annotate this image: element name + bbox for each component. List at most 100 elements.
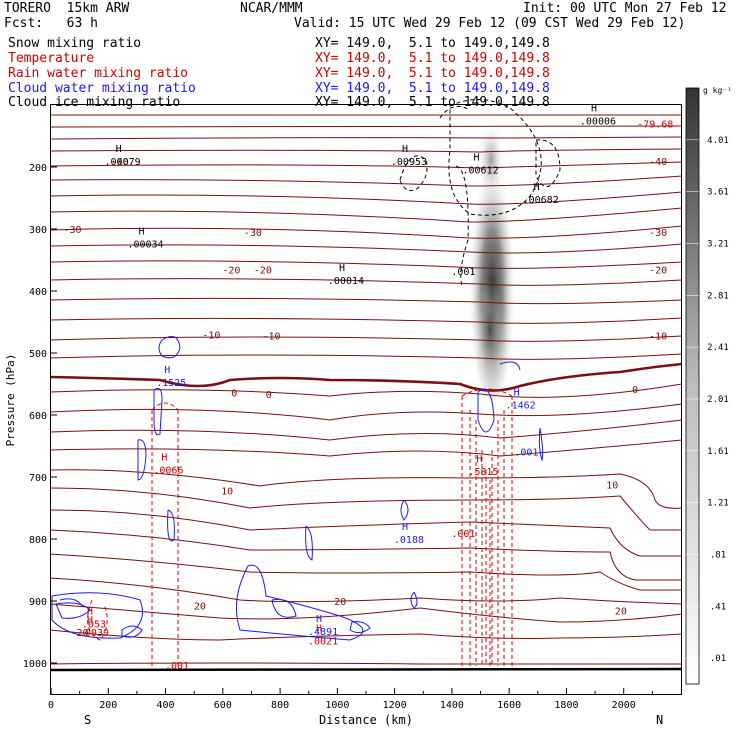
extrema-labels: H .00079 H .00953 H .00612 H .00682 H .00034 H .000… [79, 104, 673, 672]
extremum-value: .0039 [79, 628, 109, 639]
extremum-value: .0066 [153, 466, 183, 477]
isotherm-label: -30 [649, 228, 667, 239]
extremum-marker: H [87, 615, 93, 626]
isotherm-label: -30 [63, 225, 81, 236]
isotherm-label: -40 [649, 157, 667, 168]
extremum-value: .001 [451, 267, 475, 278]
freezing-level-line [49, 362, 683, 392]
isotherm-label: 20 [615, 606, 627, 617]
isotherm-label: 20 [76, 628, 88, 639]
temperature-labels: -40 -40 -30 -30 -30 -20 -20 -20 -10 -10 -10 0 0 0 10 10… [63, 157, 667, 639]
isotherm-label: 0 [632, 385, 638, 396]
isotherm-label: -30 [244, 228, 262, 239]
colorbar-ramp [685, 87, 700, 685]
isotherm-label: 0 [231, 389, 237, 400]
extremum-marker: H [161, 453, 167, 464]
y-axis: 200 300 400 500 600 700 800 900 1000 [23, 163, 57, 670]
extremum-value: .001 [451, 529, 475, 540]
extremum-value: -79.68 [637, 120, 673, 131]
y-tick-label: 700 [29, 473, 47, 484]
extremum-marker: H [402, 522, 408, 533]
x-tick-label: 1400 [440, 700, 464, 711]
x-tick-label: 400 [157, 700, 175, 711]
extremum-value: .001 [514, 448, 538, 459]
isotherm-label: -10 [262, 332, 280, 343]
extremum-value: .1462 [506, 400, 536, 411]
isotherm-label: -10 [202, 330, 220, 341]
y-axis-title: Pressure (hPa) [4, 354, 17, 447]
cloud-water-contours [51, 335, 544, 641]
extremum-value: .00612 [462, 165, 498, 176]
org-title: NCAR/MMM [240, 1, 303, 16]
valid-time: Valid: 15 UTC Wed 29 Feb 12 (09 CST Wed … [294, 16, 686, 31]
isotherm-label: 20 [194, 601, 206, 612]
x-tick-label: 800 [271, 700, 289, 711]
extremum-marker: H [474, 152, 480, 163]
y-tick-label: 300 [29, 225, 47, 236]
field-name-rain: Rain water mixing ratio [8, 66, 189, 81]
isotherm-label: -20 [254, 265, 272, 276]
colorbar-label: 2.81 [707, 291, 729, 301]
model-title: TORERO 15km ARW [4, 1, 130, 16]
extremum-value: .00953 [391, 157, 427, 168]
extremum-value: .00079 [105, 157, 141, 168]
field-xy-cloud-water: XY= 149.0, 5.1 to 149.0,149.8 [315, 81, 550, 96]
extremum-marker: H [476, 454, 482, 465]
isotherm-label: -20 [222, 265, 240, 276]
field-name-temperature: Temperature [8, 51, 95, 66]
x-axis: 0 200 400 600 800 1000 1200 1400 1600 1800 2000 [48, 688, 653, 711]
isotherm-label: 10 [606, 480, 618, 491]
x-tick-label: 600 [214, 700, 232, 711]
y-tick-label: 600 [29, 411, 47, 422]
x-axis-title: Distance (km) [319, 713, 413, 727]
extremum-marker: H [164, 365, 170, 376]
x-end-left: S [84, 713, 91, 727]
extremum-value: .1525 [156, 378, 186, 389]
isotherm-label: 0 [266, 390, 272, 401]
extremum-value: .4891 [308, 627, 338, 638]
extremum-marker: H [116, 144, 122, 155]
x-tick-label: 1600 [497, 700, 521, 711]
x-end-right: N [656, 713, 663, 727]
colorbar-label: 2.01 [707, 395, 729, 405]
extremum-marker: H [514, 387, 520, 398]
field-xy-rain: XY= 149.0, 5.1 to 149.0,149.8 [315, 66, 550, 81]
y-tick-label: 800 [29, 535, 47, 546]
colorbar-label: .81 [710, 550, 726, 560]
init-time: Init: 00 UTC Mon 27 Feb 12 [523, 1, 727, 16]
colorbar-label: 3.61 [707, 188, 729, 198]
rain-contours [87, 388, 513, 668]
y-tick-label: 900 [29, 597, 47, 608]
isotherm-label: -10 [649, 332, 667, 343]
y-tick-label: 200 [29, 163, 47, 174]
field-xy-snow: XY= 149.0, 5.1 to 149.0,149.8 [315, 36, 550, 51]
colorbar-label: .41 [710, 602, 726, 612]
extremum-marker: H [591, 104, 597, 115]
extremum-value: .001 [165, 661, 189, 672]
extremum-marker: H [339, 263, 345, 274]
isotherm-label: 20 [334, 597, 346, 608]
colorbar-unit: g kg⁻¹ [703, 86, 732, 95]
x-tick-label: 2000 [612, 700, 636, 711]
extremum-value: .5815 [468, 467, 498, 478]
isotherm-label: 10 [221, 487, 233, 498]
y-tick-label: 500 [29, 349, 47, 360]
colorbar-label: .01 [710, 654, 726, 664]
x-tick-label: 1800 [554, 700, 578, 711]
isotherm-label: -20 [649, 265, 667, 276]
extremum-marker: H [402, 144, 408, 155]
x-tick-label: 1000 [325, 700, 349, 711]
x-tick-label: 200 [99, 700, 117, 711]
colorbar: g kg⁻¹ 4.01 3.61 3.21 2.81 2.41 2.01 1.61 1.21.… [685, 86, 732, 685]
colorbar-label: 1.61 [707, 447, 729, 457]
extremum-value: .00034 [127, 239, 163, 250]
cloud-ice-contours [399, 98, 561, 287]
field-xy-temperature: XY= 149.0, 5.1 to 149.0,149.8 [315, 51, 550, 66]
colorbar-label: 3.21 [707, 239, 729, 249]
extremum-value: .0188 [394, 535, 424, 546]
extremum-value: .00682 [523, 195, 559, 206]
extremum-value: .053 [82, 619, 106, 630]
extremum-marker: H [316, 614, 322, 625]
extremum-value: .00014 [328, 276, 364, 287]
